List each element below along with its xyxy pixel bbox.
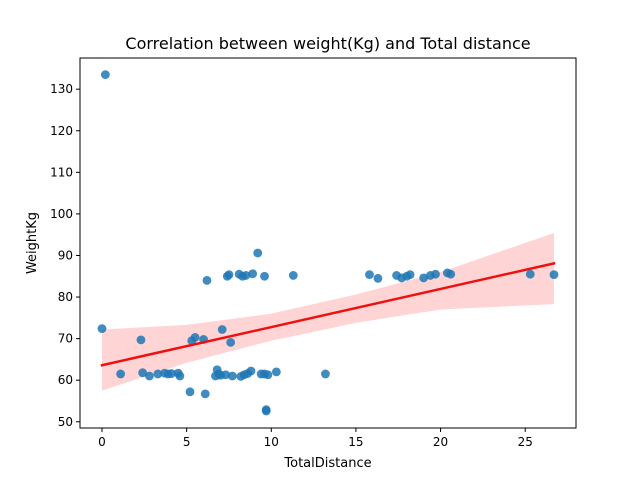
data-point [446, 269, 456, 279]
data-point [241, 271, 251, 280]
y-tick-label: 90 [58, 248, 73, 262]
x-tick-label: 20 [433, 435, 448, 449]
data-point [271, 367, 281, 377]
data-point [288, 271, 298, 280]
x-tick-label: 0 [98, 435, 106, 449]
data-point [217, 325, 227, 334]
data-point [549, 270, 559, 279]
data-point [200, 389, 210, 399]
data-point [405, 270, 415, 279]
data-point [167, 369, 176, 378]
data-point [97, 324, 107, 334]
x-axis-ticks: 0 5 10 15 20 25 [98, 428, 533, 449]
data-point [226, 337, 236, 347]
data-point [153, 369, 163, 379]
data-point [116, 369, 126, 379]
data-point [145, 371, 154, 381]
data-point [175, 371, 185, 381]
y-tick-label: 80 [58, 290, 73, 304]
y-axis-label: WeightKg [25, 212, 40, 274]
data-point [248, 269, 258, 279]
data-point [260, 271, 269, 281]
regression-line-layer [100, 261, 556, 367]
data-point [136, 335, 146, 345]
y-tick-label: 120 [50, 124, 73, 138]
x-tick-label: 25 [518, 435, 533, 449]
data-point [202, 276, 212, 285]
data-point [221, 370, 230, 380]
confidence-band [102, 233, 554, 391]
data-point [227, 371, 237, 381]
data-point [525, 269, 535, 279]
data-point [246, 366, 256, 376]
x-tick-label: 10 [264, 435, 279, 449]
data-point [263, 370, 273, 380]
x-tick-label: 5 [183, 435, 191, 449]
data-point [253, 248, 263, 258]
data-point [261, 405, 271, 415]
data-point [190, 332, 200, 342]
y-tick-label: 130 [50, 82, 73, 96]
data-point [321, 369, 330, 379]
x-tick-label: 15 [348, 435, 363, 449]
chart-title: Correlation between weight(Kg) and Total… [125, 34, 530, 53]
data-points-layer [97, 70, 559, 416]
y-axis-ticks: 50 60 70 80 90 100 110 120 130 [50, 82, 80, 429]
y-tick-label: 100 [50, 207, 73, 221]
data-point [185, 387, 195, 397]
regression-line [100, 261, 556, 367]
data-point [100, 70, 110, 80]
plot-area-frame [79, 57, 577, 429]
y-tick-label: 70 [58, 332, 73, 346]
data-point [373, 273, 383, 283]
data-point [365, 270, 374, 279]
y-tick-label: 50 [58, 415, 73, 429]
y-tick-label: 60 [58, 373, 73, 387]
data-point [431, 269, 440, 279]
y-tick-label: 110 [50, 165, 73, 179]
data-point [138, 368, 148, 378]
x-axis-label: TotalDistance [283, 456, 371, 471]
data-point [419, 273, 429, 283]
confidence-band-layer [102, 233, 554, 391]
data-point [224, 270, 234, 279]
